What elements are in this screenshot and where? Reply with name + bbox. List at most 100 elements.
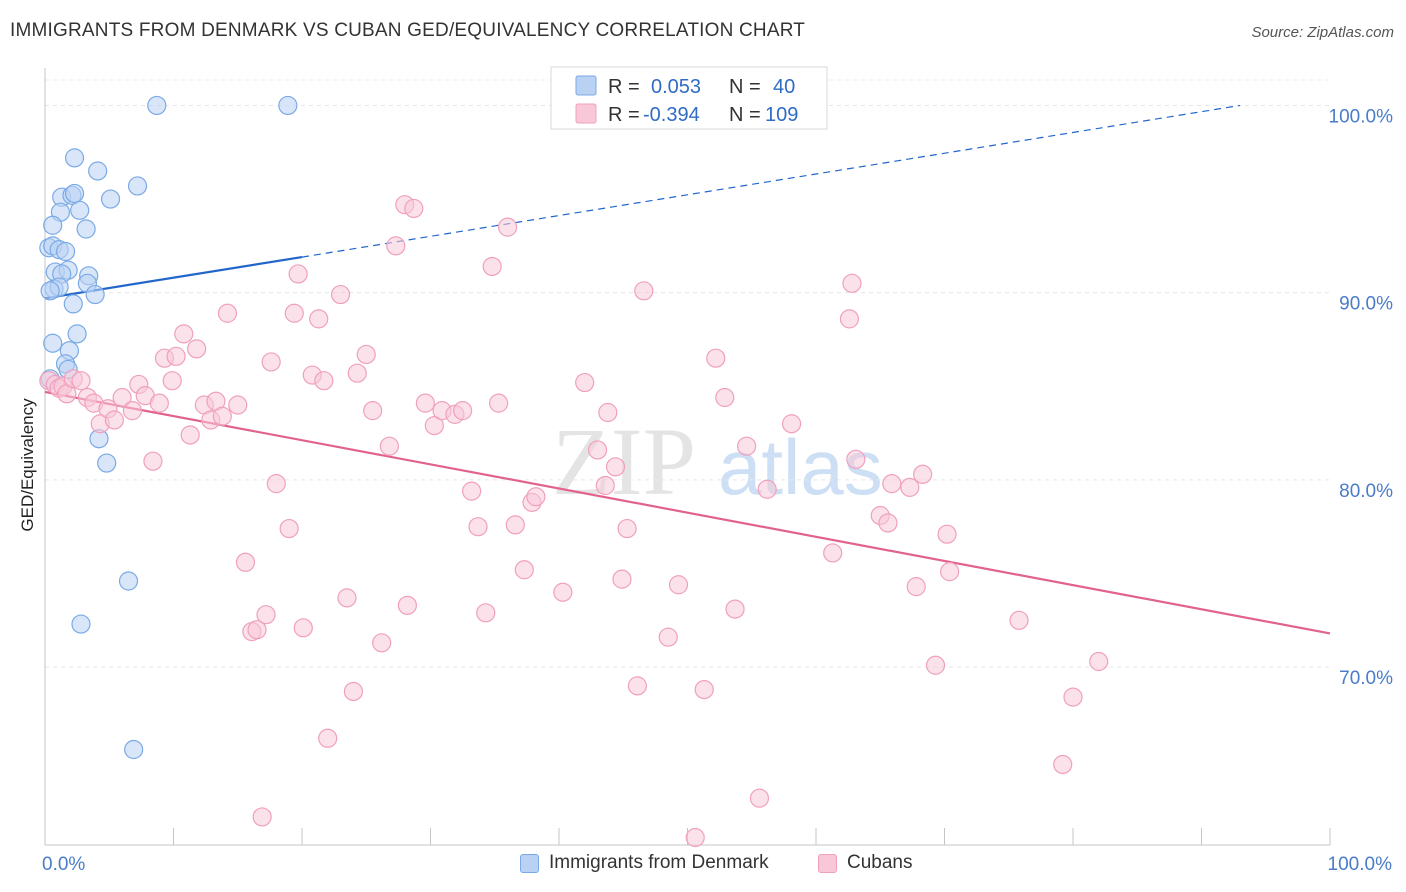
data-point — [71, 614, 91, 634]
data-point — [143, 451, 163, 471]
data-point — [217, 303, 238, 323]
data-point — [279, 518, 299, 539]
stats-legend: R = 0.053 N = 40 R = -0.394 N = 109 — [550, 66, 828, 130]
data-point — [498, 217, 518, 237]
data-point — [63, 294, 83, 314]
data-point — [386, 236, 406, 256]
data-point — [187, 339, 207, 359]
data-point — [372, 633, 392, 653]
data-point — [706, 348, 726, 368]
data-point — [617, 518, 637, 539]
legend-label-denmark: Immigrants from Denmark — [549, 852, 769, 873]
data-point — [424, 416, 444, 436]
data-point — [634, 281, 654, 301]
legend-swatch-cubans-bottom — [818, 853, 837, 873]
series-1-points — [39, 195, 1109, 848]
stats-legend-box — [550, 66, 828, 130]
data-point — [337, 588, 357, 608]
data-point — [846, 449, 866, 469]
data-point — [694, 679, 714, 700]
trend-lines — [44, 104, 1331, 635]
legend-n-value-denmark: 40 — [773, 76, 795, 98]
chart-title: IMMIGRANTS FROM DENMARK VS CUBAN GED/EQU… — [10, 20, 806, 41]
source-credit: Source: ZipAtlas.com — [1251, 24, 1394, 41]
data-point — [124, 739, 144, 760]
data-point — [397, 595, 417, 615]
data-point — [476, 603, 496, 623]
data-point — [318, 728, 338, 748]
data-point — [468, 517, 488, 537]
data-point — [937, 524, 957, 544]
data-point — [64, 148, 85, 168]
data-point — [900, 477, 920, 497]
watermark: ZIP atlas — [552, 408, 883, 515]
data-point — [1089, 651, 1109, 672]
data-point — [878, 513, 898, 533]
data-point — [293, 618, 313, 638]
data-point — [288, 264, 308, 284]
data-point — [43, 215, 63, 235]
data-point — [842, 273, 862, 293]
data-point — [595, 475, 615, 496]
data-point — [356, 344, 376, 365]
data-point — [1063, 687, 1083, 707]
data-point — [415, 393, 435, 413]
data-point — [212, 406, 232, 426]
data-points — [39, 95, 1109, 848]
legend-n-label-denmark: N = — [729, 76, 761, 98]
data-point — [314, 371, 334, 391]
data-point — [505, 515, 525, 535]
data-point — [658, 627, 678, 647]
data-point — [76, 219, 96, 239]
legend-r-value-cubans: -0.394 — [643, 104, 700, 126]
data-point — [127, 176, 148, 196]
data-point — [147, 95, 167, 116]
data-point — [118, 571, 139, 591]
data-point — [757, 479, 777, 499]
data-point — [489, 393, 509, 413]
series-0-points — [39, 95, 298, 760]
data-point — [180, 425, 200, 445]
data-point — [343, 681, 363, 702]
data-point — [715, 387, 735, 408]
data-point — [612, 569, 632, 589]
y-tick-label: 90.0% — [1339, 294, 1393, 315]
data-point — [70, 200, 90, 220]
data-point — [575, 372, 595, 393]
y-tick-label: 70.0% — [1339, 668, 1393, 689]
legend-r-value-denmark: 0.053 — [651, 76, 701, 98]
y-tick-labels: 70.0% 80.0% 90.0% 100.0% — [1329, 106, 1394, 689]
axes — [44, 68, 1331, 846]
data-point — [71, 371, 91, 391]
y-axis-title: GED/Equivalency — [18, 398, 37, 532]
data-point — [587, 440, 608, 460]
grid-lines — [45, 79, 1330, 668]
data-point — [514, 560, 534, 580]
data-point — [668, 575, 689, 595]
data-point — [453, 401, 473, 421]
data-point — [882, 474, 902, 494]
y-tick-label: 80.0% — [1339, 481, 1393, 502]
data-point — [64, 183, 85, 204]
data-point — [737, 436, 757, 456]
watermark-zip: ZIP — [552, 408, 696, 515]
data-point — [309, 309, 329, 329]
data-point — [174, 324, 194, 344]
trend-line-series-1 — [44, 390, 1331, 635]
data-point — [166, 346, 186, 366]
data-point — [462, 481, 482, 501]
data-point — [228, 395, 248, 415]
data-point — [67, 324, 87, 344]
data-point — [553, 582, 573, 602]
data-point — [379, 436, 399, 456]
data-point — [526, 487, 546, 507]
legend-item-cubans: Cubans — [818, 852, 913, 874]
legend-item-denmark: Immigrants from Denmark — [520, 852, 769, 874]
data-point — [823, 543, 843, 563]
data-point — [1009, 610, 1029, 630]
data-point — [261, 352, 281, 372]
legend-r-label-denmark: R = — [608, 76, 640, 98]
x-tick-label: 0.0% — [42, 854, 85, 875]
data-point — [940, 562, 960, 582]
